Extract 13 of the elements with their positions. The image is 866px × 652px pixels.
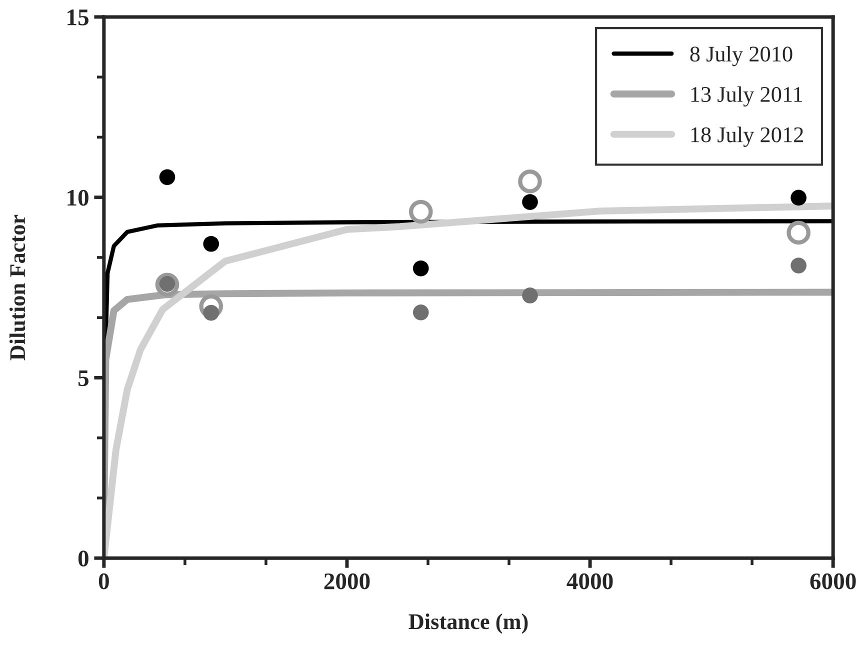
x-tick-label: 2000 <box>324 573 370 590</box>
y-tick-label: 0 <box>78 550 88 567</box>
x-tick-label: 4000 <box>566 573 613 590</box>
legend-label: 8 July 2010 <box>690 46 792 66</box>
y-axis-title: Dilution Factor <box>9 214 26 360</box>
legend-label: 13 July 2011 <box>691 86 802 107</box>
x-tick-label: 0 <box>98 573 109 590</box>
x-tick-label: 6000 <box>810 573 856 590</box>
y-tick-label: 10 <box>68 190 88 206</box>
legend-label: 18 July 2012 <box>691 126 803 147</box>
x-axis-title: Distance (m) <box>408 614 528 634</box>
y-tick-label: 5 <box>78 370 88 386</box>
y-tick-label: 15 <box>68 10 88 26</box>
